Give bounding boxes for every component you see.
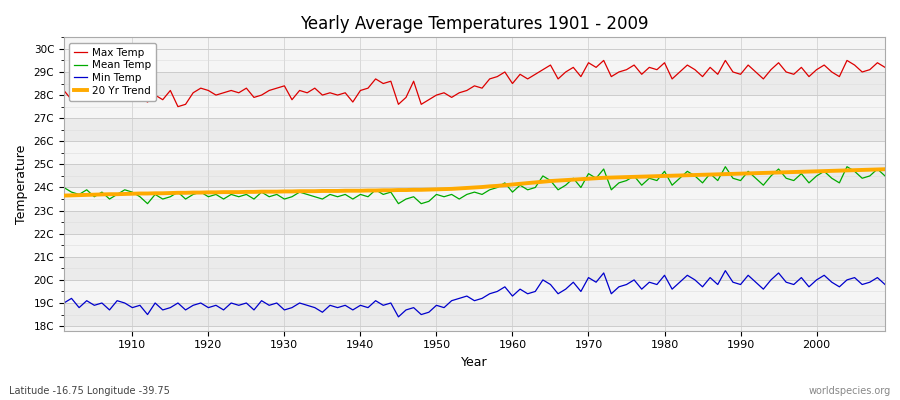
Max Temp xyxy=(598,58,609,63)
Max Temp xyxy=(294,88,305,93)
Bar xyxy=(64,234,885,257)
Mean Temp xyxy=(879,174,890,178)
Min Temp xyxy=(515,287,526,292)
Bar xyxy=(64,280,885,303)
Line: Min Temp: Min Temp xyxy=(64,271,885,317)
Min Temp xyxy=(393,314,404,319)
Legend: Max Temp, Mean Temp, Min Temp, 20 Yr Trend: Max Temp, Mean Temp, Min Temp, 20 Yr Tre… xyxy=(69,42,157,101)
Max Temp xyxy=(340,90,351,95)
20 Yr Trend xyxy=(120,192,130,196)
Max Temp xyxy=(173,104,184,109)
Mean Temp xyxy=(142,201,153,206)
Min Temp xyxy=(58,301,69,306)
Bar xyxy=(64,164,885,188)
Min Temp xyxy=(879,282,890,287)
Bar xyxy=(64,257,885,280)
20 Yr Trend xyxy=(332,188,343,193)
20 Yr Trend xyxy=(58,193,69,198)
Max Temp xyxy=(120,90,130,95)
Mean Temp xyxy=(720,164,731,169)
Min Temp xyxy=(720,268,731,273)
Text: worldspecies.org: worldspecies.org xyxy=(809,386,891,396)
Line: Mean Temp: Mean Temp xyxy=(64,167,885,204)
Min Temp xyxy=(286,305,297,310)
20 Yr Trend xyxy=(879,167,890,172)
X-axis label: Year: Year xyxy=(461,356,488,369)
Y-axis label: Temperature: Temperature xyxy=(15,144,28,224)
Min Temp xyxy=(606,291,616,296)
Min Temp xyxy=(332,305,343,310)
Mean Temp xyxy=(294,190,305,194)
20 Yr Trend xyxy=(598,175,609,180)
Mean Temp xyxy=(340,192,351,197)
Bar xyxy=(64,72,885,95)
Bar xyxy=(64,95,885,118)
Mean Temp xyxy=(120,188,130,192)
20 Yr Trend xyxy=(507,182,517,187)
20 Yr Trend xyxy=(500,183,510,188)
Max Temp xyxy=(614,70,625,74)
Line: Max Temp: Max Temp xyxy=(64,60,885,107)
Max Temp xyxy=(507,81,517,86)
Max Temp xyxy=(879,65,890,70)
Mean Temp xyxy=(507,190,517,194)
Bar xyxy=(64,303,885,326)
Bar xyxy=(64,118,885,141)
Bar xyxy=(64,141,885,164)
Max Temp xyxy=(515,72,526,77)
Text: Latitude -16.75 Longitude -39.75: Latitude -16.75 Longitude -39.75 xyxy=(9,386,170,396)
Title: Yearly Average Temperatures 1901 - 2009: Yearly Average Temperatures 1901 - 2009 xyxy=(301,15,649,33)
20 Yr Trend xyxy=(286,189,297,194)
Bar xyxy=(64,210,885,234)
Bar xyxy=(64,49,885,72)
Max Temp xyxy=(58,88,69,93)
Mean Temp xyxy=(515,183,526,188)
Mean Temp xyxy=(58,185,69,190)
Min Temp xyxy=(507,294,517,298)
Line: 20 Yr Trend: 20 Yr Trend xyxy=(64,169,885,196)
Bar xyxy=(64,188,885,210)
Min Temp xyxy=(120,301,130,306)
Mean Temp xyxy=(606,188,616,192)
